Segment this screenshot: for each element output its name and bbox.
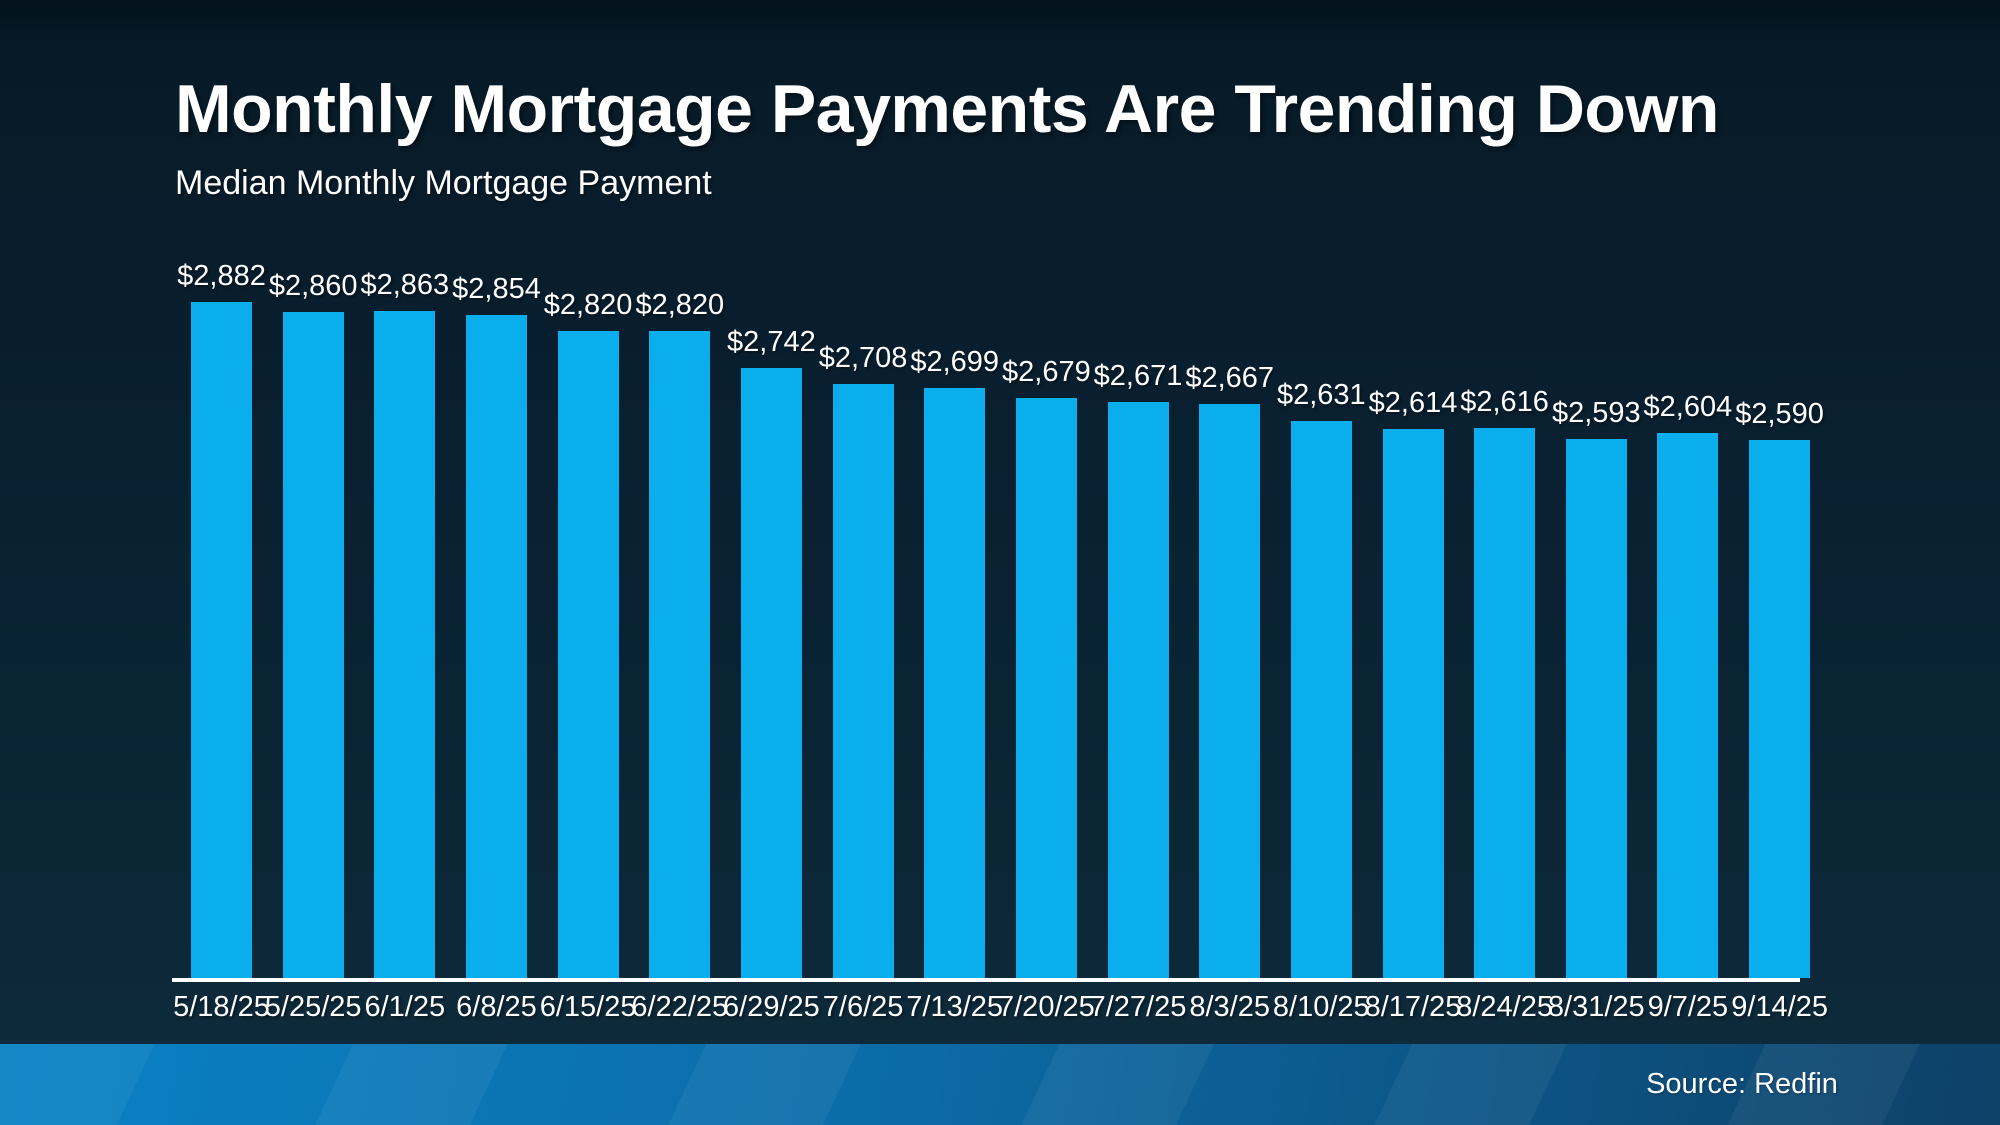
bar [1565, 439, 1627, 978]
x-axis-tick-label: 8/3/25 [1189, 991, 1270, 1023]
bar [1749, 440, 1811, 978]
x-axis-tick-label: 6/29/25 [723, 991, 820, 1023]
bar-value-label: $2,863 [360, 269, 450, 301]
x-axis-tick-label: 8/17/25 [1364, 991, 1462, 1023]
bar-value-label: $2,604 [1643, 391, 1733, 423]
x-axis-tick-label: 9/7/25 [1647, 991, 1729, 1023]
x-axis-tick-label: 8/10/25 [1272, 991, 1370, 1023]
bar [1474, 428, 1536, 978]
x-axis-tick-label: 6/8/25 [456, 991, 537, 1023]
bar [1015, 398, 1077, 978]
bar [557, 331, 619, 978]
x-axis-tick-label: 8/31/25 [1547, 991, 1645, 1023]
page-subtitle: Median Monthly Mortgage Payment [175, 164, 712, 202]
bar [191, 302, 252, 978]
bar [1107, 402, 1169, 978]
bar-value-label: $2,699 [910, 346, 1000, 378]
x-axis-tick-label: 7/27/25 [1089, 991, 1187, 1023]
bar [740, 368, 802, 978]
x-axis-tick-label: 8/24/25 [1456, 991, 1553, 1023]
bar [1290, 421, 1352, 978]
x-axis-tick-label: 7/20/25 [998, 991, 1095, 1023]
bar [466, 315, 527, 978]
bar-value-label: $2,882 [177, 260, 266, 292]
x-axis-tick-label: 6/15/25 [539, 991, 637, 1023]
bar-value-label: $2,679 [1002, 356, 1091, 388]
bar [832, 384, 894, 978]
bar-value-label: $2,708 [818, 342, 908, 374]
bar [1657, 433, 1719, 978]
bar [649, 331, 711, 978]
bar-value-label: $2,614 [1368, 387, 1458, 419]
x-axis-tick-label: 9/14/25 [1731, 991, 1828, 1023]
bar [282, 312, 344, 978]
x-axis-tick-label: 6/1/25 [364, 991, 446, 1023]
bar-value-label: $2,820 [635, 289, 725, 321]
bar-value-label: $2,820 [543, 289, 633, 321]
x-axis-labels: 5/18/25 5/25/25 6/1/25 6/8/25 6/15/25 6/22/25… [172, 990, 1828, 1026]
bar-value-label: $2,616 [1460, 386, 1549, 418]
bar-value-label: $2,742 [727, 326, 816, 358]
bar-chart: $2,882 $2,860 $2,863 $2,854 $2,820 $2,820 $2,7… [172, 260, 1824, 978]
bar-value-label: $2,631 [1276, 379, 1366, 411]
bar [924, 388, 986, 978]
bar [1382, 429, 1444, 978]
bar-value-label: $2,590 [1735, 398, 1824, 430]
x-axis-tick-label: 7/13/25 [906, 991, 1004, 1023]
page-title: Monthly Mortgage Payments Are Trending D… [175, 71, 1719, 147]
bar [374, 311, 436, 978]
x-axis-tick-label: 6/22/25 [631, 991, 729, 1023]
bar-value-label: $2,854 [452, 273, 541, 305]
footer-bar: Source: Redfin [0, 1044, 2000, 1125]
bar [1199, 404, 1261, 978]
x-axis-tick-label: 7/6/25 [822, 991, 904, 1023]
bar-value-label: $2,667 [1185, 362, 1275, 394]
x-axis-line [172, 978, 1800, 982]
bar-value-label: $2,860 [268, 270, 358, 302]
x-axis-tick-label: 5/18/25 [173, 991, 270, 1023]
x-axis-tick-label: 5/25/25 [264, 991, 362, 1023]
bar-value-label: $2,671 [1093, 360, 1183, 392]
bar-value-label: $2,593 [1551, 397, 1641, 429]
source-credit: Source: Redfin [1646, 1068, 1838, 1100]
